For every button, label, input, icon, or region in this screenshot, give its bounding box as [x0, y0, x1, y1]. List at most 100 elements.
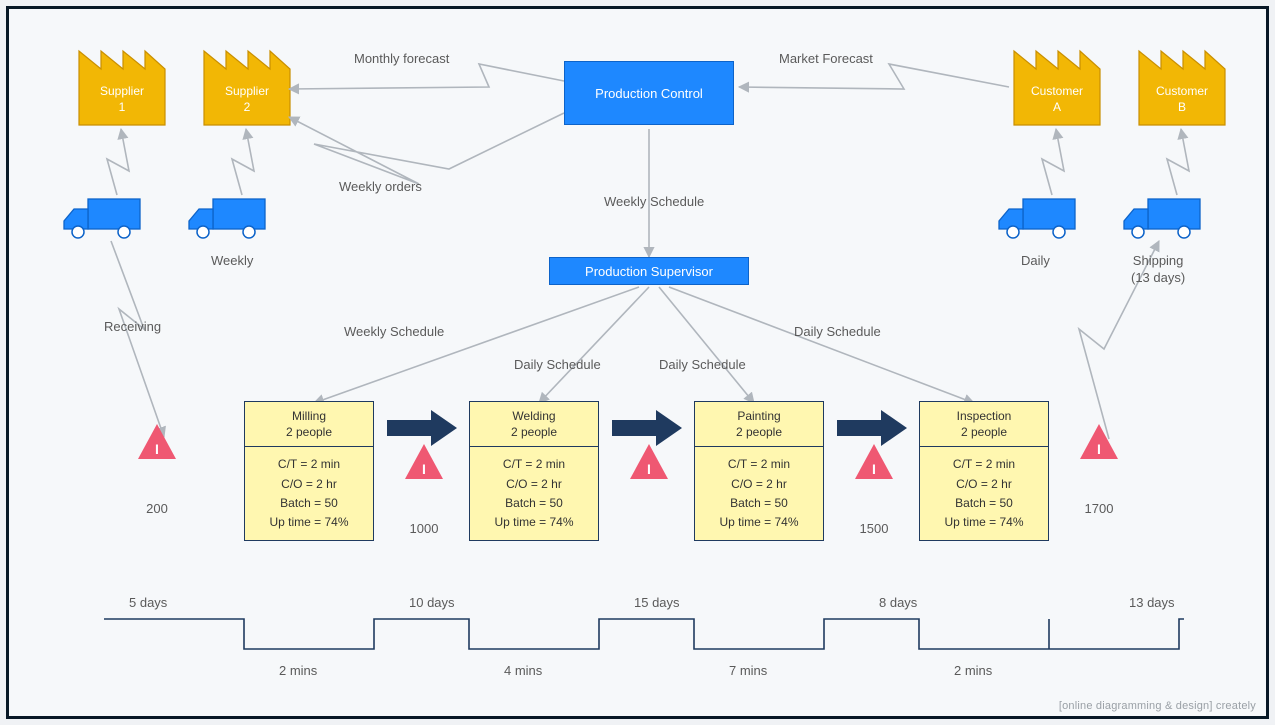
- label-daily-schedule-1: Daily Schedule: [514, 357, 601, 372]
- process-uptime: Up time = 74%: [924, 513, 1044, 532]
- inventory-triangle: I: [138, 424, 176, 459]
- process-body: C/T = 2 min C/O = 2 hr Batch = 50 Up tim…: [245, 447, 373, 540]
- process-body: C/T = 2 min C/O = 2 hr Batch = 50 Up tim…: [470, 447, 598, 540]
- truck-label: Shipping(13 days): [1131, 253, 1185, 287]
- watermark: [online diagramming & design] creately: [1059, 700, 1256, 712]
- process-people: 2 people: [474, 424, 594, 440]
- process-uptime: Up time = 74%: [249, 513, 369, 532]
- svg-text:A: A: [1053, 100, 1061, 114]
- info-arrow: [669, 287, 974, 403]
- timeline-top-label: 13 days: [1129, 595, 1175, 610]
- info-arrow: [739, 64, 1009, 89]
- process-people: 2 people: [924, 424, 1044, 440]
- truck-icon: [64, 199, 140, 238]
- process-co: C/O = 2 hr: [249, 475, 369, 494]
- diagram-canvas: Supplier1Supplier2CustomerACustomerB III…: [6, 6, 1269, 719]
- inventory-triangle: I: [1080, 424, 1118, 459]
- process-name: Welding: [474, 408, 594, 424]
- factory-supplier2: Supplier 2: [204, 51, 290, 125]
- label-weekly-orders: Weekly orders: [339, 179, 422, 194]
- info-arrow: [1042, 129, 1064, 195]
- heavy-arrows-layer: [387, 410, 907, 446]
- heavy-arrow-icon: [387, 410, 457, 446]
- process-ct: C/T = 2 min: [474, 455, 594, 474]
- inventory-triangle: I: [405, 444, 443, 479]
- process-head: Milling 2 people: [245, 402, 373, 447]
- process-milling: Milling 2 people C/T = 2 min C/O = 2 hr …: [244, 401, 374, 541]
- info-arrow: [1167, 129, 1189, 195]
- process-body: C/T = 2 min C/O = 2 hr Batch = 50 Up tim…: [920, 447, 1048, 540]
- process-ct: C/T = 2 min: [249, 455, 369, 474]
- process-ct: C/T = 2 min: [699, 455, 819, 474]
- svg-text:Supplier: Supplier: [100, 84, 144, 98]
- timeline-top-label: 10 days: [409, 595, 455, 610]
- info-arrow: [107, 129, 129, 195]
- label-daily-schedule-3: Daily Schedule: [794, 324, 881, 339]
- svg-text:2: 2: [244, 100, 251, 114]
- label-weekly-schedule-left: Weekly Schedule: [344, 324, 444, 339]
- process-uptime: Up time = 74%: [699, 513, 819, 532]
- factory-supplier1: Supplier 1: [79, 51, 165, 125]
- timeline-bottom-label: 4 mins: [504, 663, 542, 678]
- factory-customerA: Customer A: [1014, 51, 1100, 125]
- svg-text:I: I: [422, 461, 426, 477]
- process-batch: Batch = 50: [699, 494, 819, 513]
- process-uptime: Up time = 74%: [474, 513, 594, 532]
- info-arrow: [289, 64, 564, 89]
- info-arrow: [232, 129, 254, 195]
- truck-label: Weekly: [211, 253, 253, 268]
- info-arrow: [289, 113, 564, 184]
- truck-icon: [189, 199, 265, 238]
- factory-customerB: Customer B: [1139, 51, 1225, 125]
- process-head: Welding 2 people: [470, 402, 598, 447]
- timeline-bottom-label: 2 mins: [279, 663, 317, 678]
- process-people: 2 people: [249, 424, 369, 440]
- process-co: C/O = 2 hr: [924, 475, 1044, 494]
- timeline-top-label: 5 days: [129, 595, 167, 610]
- process-head: Inspection 2 people: [920, 402, 1048, 447]
- label-weekly-schedule-top: Weekly Schedule: [604, 194, 704, 209]
- process-batch: Batch = 50: [474, 494, 594, 513]
- timeline-top-label: 15 days: [634, 595, 680, 610]
- svg-text:Customer: Customer: [1031, 84, 1083, 98]
- process-name: Painting: [699, 408, 819, 424]
- svg-text:1: 1: [119, 100, 126, 114]
- process-painting: Painting 2 people C/T = 2 min C/O = 2 hr…: [694, 401, 824, 541]
- process-ct: C/T = 2 min: [924, 455, 1044, 474]
- triangle-value: 1700: [1079, 501, 1119, 516]
- timeline-path: [104, 619, 1184, 649]
- process-name: Inspection: [924, 408, 1044, 424]
- process-co: C/O = 2 hr: [474, 475, 594, 494]
- heavy-arrow-icon: [612, 410, 682, 446]
- triangle-value: 1500: [854, 521, 894, 536]
- info-arrow: [314, 287, 639, 403]
- production-control-box: Production Control: [564, 61, 734, 125]
- production-supervisor-label: Production Supervisor: [585, 264, 713, 279]
- svg-text:Customer: Customer: [1156, 84, 1208, 98]
- process-head: Painting 2 people: [695, 402, 823, 447]
- triangle-value: 1000: [404, 521, 444, 536]
- svg-text:I: I: [155, 441, 159, 457]
- truck-icon: [1124, 199, 1200, 238]
- truck-icon: [999, 199, 1075, 238]
- svg-text:B: B: [1178, 100, 1186, 114]
- inventory-triangle: I: [855, 444, 893, 479]
- heavy-arrow-icon: [837, 410, 907, 446]
- process-body: C/T = 2 min C/O = 2 hr Batch = 50 Up tim…: [695, 447, 823, 540]
- timeline-layer: [104, 619, 1184, 649]
- process-people: 2 people: [699, 424, 819, 440]
- process-inspection: Inspection 2 people C/T = 2 min C/O = 2 …: [919, 401, 1049, 541]
- info-arrow: [539, 287, 649, 403]
- production-control-label: Production Control: [595, 86, 703, 101]
- timeline-bottom-label: 7 mins: [729, 663, 767, 678]
- svg-text:I: I: [872, 461, 876, 477]
- process-batch: Batch = 50: [249, 494, 369, 513]
- label-market-forecast: Market Forecast: [779, 51, 873, 66]
- inventory-triangle: I: [630, 444, 668, 479]
- triangle-value: 200: [137, 501, 177, 516]
- label-daily-schedule-2: Daily Schedule: [659, 357, 746, 372]
- label-monthly-forecast: Monthly forecast: [354, 51, 449, 66]
- svg-text:Supplier: Supplier: [225, 84, 269, 98]
- svg-text:I: I: [647, 461, 651, 477]
- process-batch: Batch = 50: [924, 494, 1044, 513]
